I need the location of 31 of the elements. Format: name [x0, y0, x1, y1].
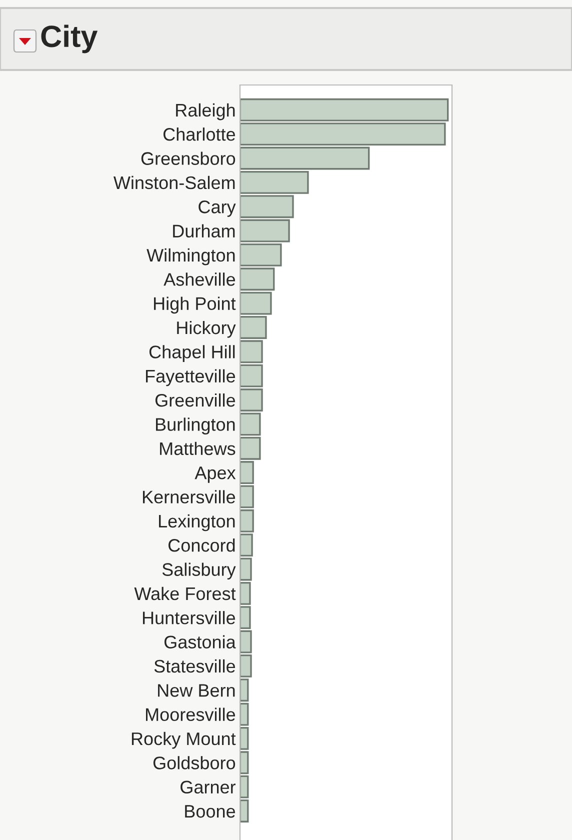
- y-tick-label: Concord: [168, 538, 235, 552]
- y-tick-label: Hickory: [177, 320, 236, 338]
- y-tick-label: Burlington: [156, 418, 235, 434]
- y-tick-label: Winston-Salem: [114, 176, 235, 190]
- y-tick-label: Durham: [173, 224, 235, 238]
- y-tick-label: Greenville: [155, 393, 236, 407]
- y-tick-label: Garner: [180, 780, 236, 794]
- y-tick-label: Huntersville: [142, 611, 236, 624]
- y-tick-label: Matthews: [160, 442, 236, 456]
- y-tick-label: Wake Forest: [134, 586, 236, 600]
- y-tick-label: Apex: [194, 466, 236, 483]
- y-tick-label: Boone: [185, 805, 236, 818]
- y-tick-label: Wilmington: [146, 248, 235, 266]
- y-tick-label: Raleigh: [176, 103, 235, 120]
- y-tick-label: Salisbury: [162, 562, 236, 580]
- y-tick-label: Fayetteville: [146, 369, 236, 386]
- y-tick-label: Charlotte: [163, 128, 236, 141]
- y-tick-label: Asheville: [164, 272, 236, 286]
- chart-title: City: [41, 24, 98, 54]
- y-tick-label: Kernersville: [142, 490, 236, 504]
- y-tick-label: Gastonia: [164, 635, 236, 648]
- y-tick-label: Mooresville: [146, 708, 236, 722]
- y-tick-label: New Bern: [158, 684, 235, 697]
- y-tick-label: High Point: [154, 296, 236, 314]
- y-tick-label: Lexington: [159, 514, 235, 532]
- y-tick-label: Chapel Hill: [149, 345, 235, 362]
- y-tick-label: Greensboro: [141, 152, 236, 165]
- y-tick-label: Cary: [198, 200, 236, 217]
- y-tick-label: Goldsboro: [153, 756, 236, 770]
- y-tick-label: Statesville: [154, 659, 236, 673]
- y-tick-label: Rocky Mount: [132, 732, 236, 749]
